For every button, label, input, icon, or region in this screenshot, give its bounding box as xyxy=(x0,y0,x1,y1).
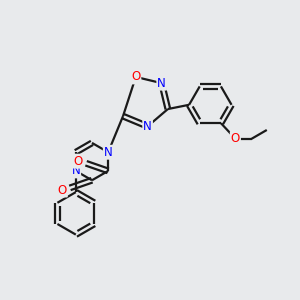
Text: N: N xyxy=(157,77,166,90)
Text: N: N xyxy=(143,120,152,133)
Text: N: N xyxy=(104,146,112,159)
Text: O: O xyxy=(231,132,240,145)
Text: O: O xyxy=(58,184,67,196)
Text: O: O xyxy=(131,70,140,83)
Text: N: N xyxy=(71,164,80,177)
Text: O: O xyxy=(74,155,83,168)
